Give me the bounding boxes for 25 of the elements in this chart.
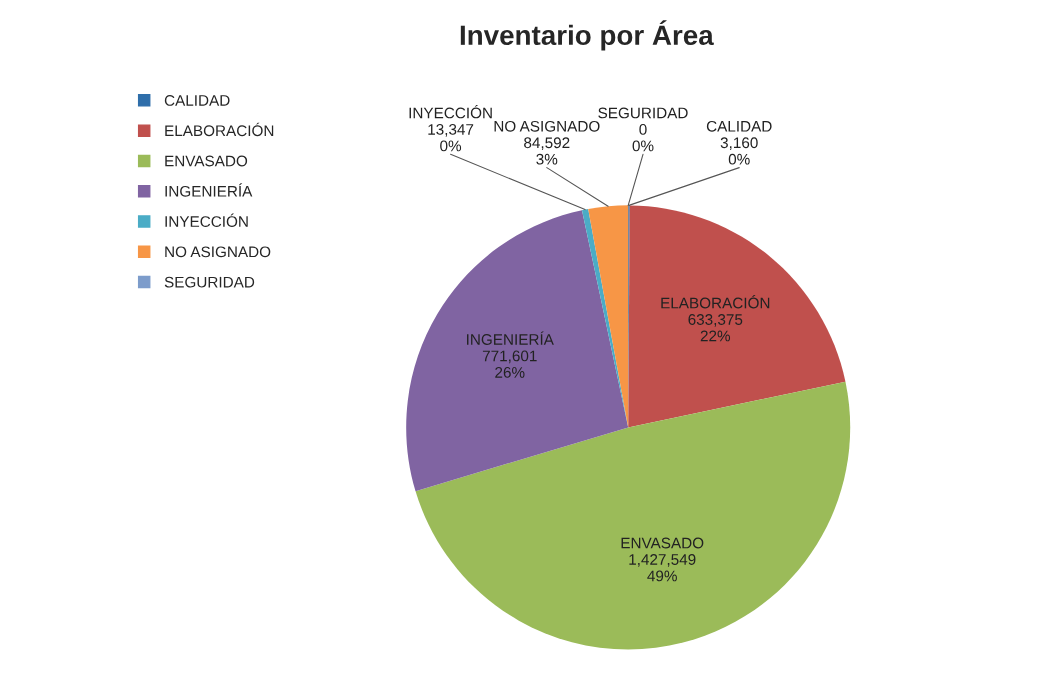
category-label: SEGURIDAD — [598, 107, 688, 119]
legend-label: NO ASIGNADO — [165, 246, 271, 258]
legend-label: SEGURIDAD — [164, 276, 255, 288]
slice-label: INGENIERÍA — [467, 331, 554, 345]
legend-label: CALIDAD — [164, 95, 230, 106]
data-label: 84,592 3% — [524, 137, 570, 165]
legend-label: ENVASADO — [165, 155, 248, 167]
slice-label: NO ASIGNADO — [494, 120, 600, 132]
pie-slice — [628, 205, 846, 428]
pie-slice — [415, 381, 851, 650]
pie-slice — [406, 210, 629, 492]
slice-label: ELABORACIÓN — [661, 295, 770, 309]
data-label: 771,601 26% — [482, 350, 537, 378]
slice-label: INYECCIÓN — [409, 104, 492, 119]
slice-label: CALIDAD — [706, 120, 772, 132]
data-label: 3,160 0% — [720, 137, 758, 165]
data-label: 1,427,549 49% — [629, 554, 696, 582]
data-label: 633,375 22% — [688, 314, 743, 342]
slice-label: ENVASADO — [621, 537, 704, 549]
text: 0 0% — [632, 124, 654, 152]
legend-label: INGENIERÍA — [165, 183, 253, 197]
legend-label: INYECCIÓN — [165, 213, 248, 227]
legend-label: ELABORACIÓN — [165, 122, 274, 137]
data-label: 13,347 0% — [428, 124, 474, 152]
chart-title: Inventario por Área — [460, 20, 714, 51]
